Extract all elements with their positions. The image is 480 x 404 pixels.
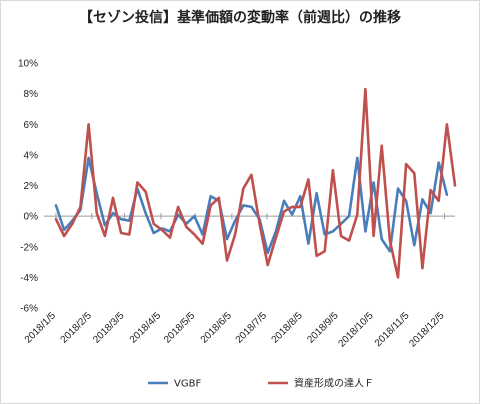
series-lines [54,87,457,279]
y-axis-ticks: 10% 8% 6% 4% 2% 0% -2% -4% -6% [18,59,38,315]
series-line-1 [54,156,449,255]
legend-label-1: VGBF [174,379,201,390]
x-tick-label: 2018/12/5 [407,310,447,350]
y-tick-label: 10% [18,59,38,70]
y-tick-label: 4% [24,150,39,161]
y-tick-label: 0% [24,212,39,223]
x-tick-label: 2018/4/5 [128,310,164,346]
legend: VGBF 資産形成の達人Ｆ [148,377,374,390]
x-tick-label: 2018/9/5 [305,310,341,346]
y-tick-label: -6% [20,304,38,315]
y-tick-label: -4% [20,273,38,284]
x-tick-label: 2018/7/5 [234,310,270,346]
x-tick-label: 2018/3/5 [91,310,127,346]
x-tick-label: 2018/11/5 [373,310,412,349]
y-tick-label: 8% [24,89,39,100]
x-tick-label: 2018/5/5 [162,310,198,346]
legend-label-2: 資産形成の達人Ｆ [294,377,374,390]
y-tick-label: -2% [20,242,38,253]
series-line-2 [54,87,457,279]
x-tick-label: 2018/1/5 [23,310,59,346]
y-tick-label: 2% [24,181,39,192]
x-tick-label: 2018/10/5 [336,310,376,350]
x-tick-label: 2018/2/5 [59,310,95,346]
x-tick-label: 2018/8/5 [270,310,306,346]
x-tick-label: 2018/6/5 [199,310,235,346]
y-tick-label: 6% [24,120,39,131]
chart-title: 【セゾン投信】基準価額の変動率（前週比）の推移 [79,10,401,26]
